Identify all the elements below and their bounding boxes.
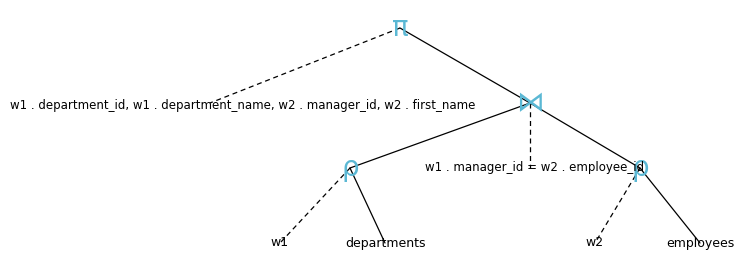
Text: w1 . department_id, w1 . department_name, w2 . manager_id, w2 . first_name: w1 . department_id, w1 . department_name…: [10, 99, 475, 113]
Text: employees: employees: [666, 236, 734, 250]
Text: w2: w2: [586, 236, 604, 250]
Text: departments: departments: [345, 236, 425, 250]
Text: w1: w1: [271, 236, 289, 250]
Text: ρ: ρ: [341, 154, 359, 182]
Text: ⋈: ⋈: [516, 89, 544, 117]
Text: ρ: ρ: [631, 154, 649, 182]
Text: w1 . manager_id = w2 . employee_id: w1 . manager_id = w2 . employee_id: [425, 162, 644, 174]
Text: π: π: [392, 14, 409, 42]
